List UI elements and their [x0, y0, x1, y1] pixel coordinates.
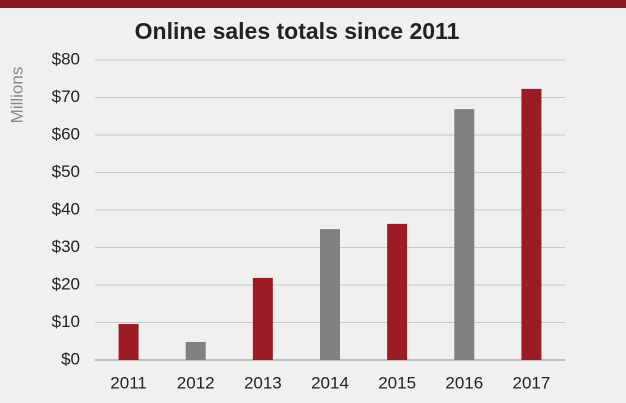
bar — [118, 324, 139, 360]
x-tick-label: 2015 — [378, 373, 416, 392]
y-tick-label: $20 — [52, 274, 80, 293]
y-tick-label: $80 — [52, 49, 80, 68]
y-tick-label: $0 — [61, 349, 80, 368]
y-tick-label: $50 — [52, 162, 80, 181]
x-tick-label: 2017 — [513, 373, 551, 392]
x-tick-label: 2014 — [311, 373, 349, 392]
bar — [185, 342, 206, 360]
y-axis-label: Millions — [7, 67, 26, 124]
x-tick-label: 2016 — [445, 373, 483, 392]
y-tick-label: $10 — [52, 312, 80, 331]
bar — [320, 229, 340, 360]
y-tick-label: $60 — [52, 124, 80, 143]
y-tick-label: $40 — [52, 199, 80, 218]
bar — [387, 223, 408, 360]
y-tick-label: $30 — [52, 237, 80, 256]
bar — [252, 277, 273, 360]
x-tick-label: 2013 — [244, 373, 282, 392]
x-tick-label: 2011 — [110, 373, 147, 392]
bar — [454, 109, 475, 360]
x-tick-label: 2012 — [177, 373, 215, 392]
bar — [521, 88, 542, 360]
y-tick-label: $70 — [52, 87, 80, 106]
top-band — [0, 0, 626, 8]
chart-title: Online sales totals since 2011 — [135, 18, 460, 44]
